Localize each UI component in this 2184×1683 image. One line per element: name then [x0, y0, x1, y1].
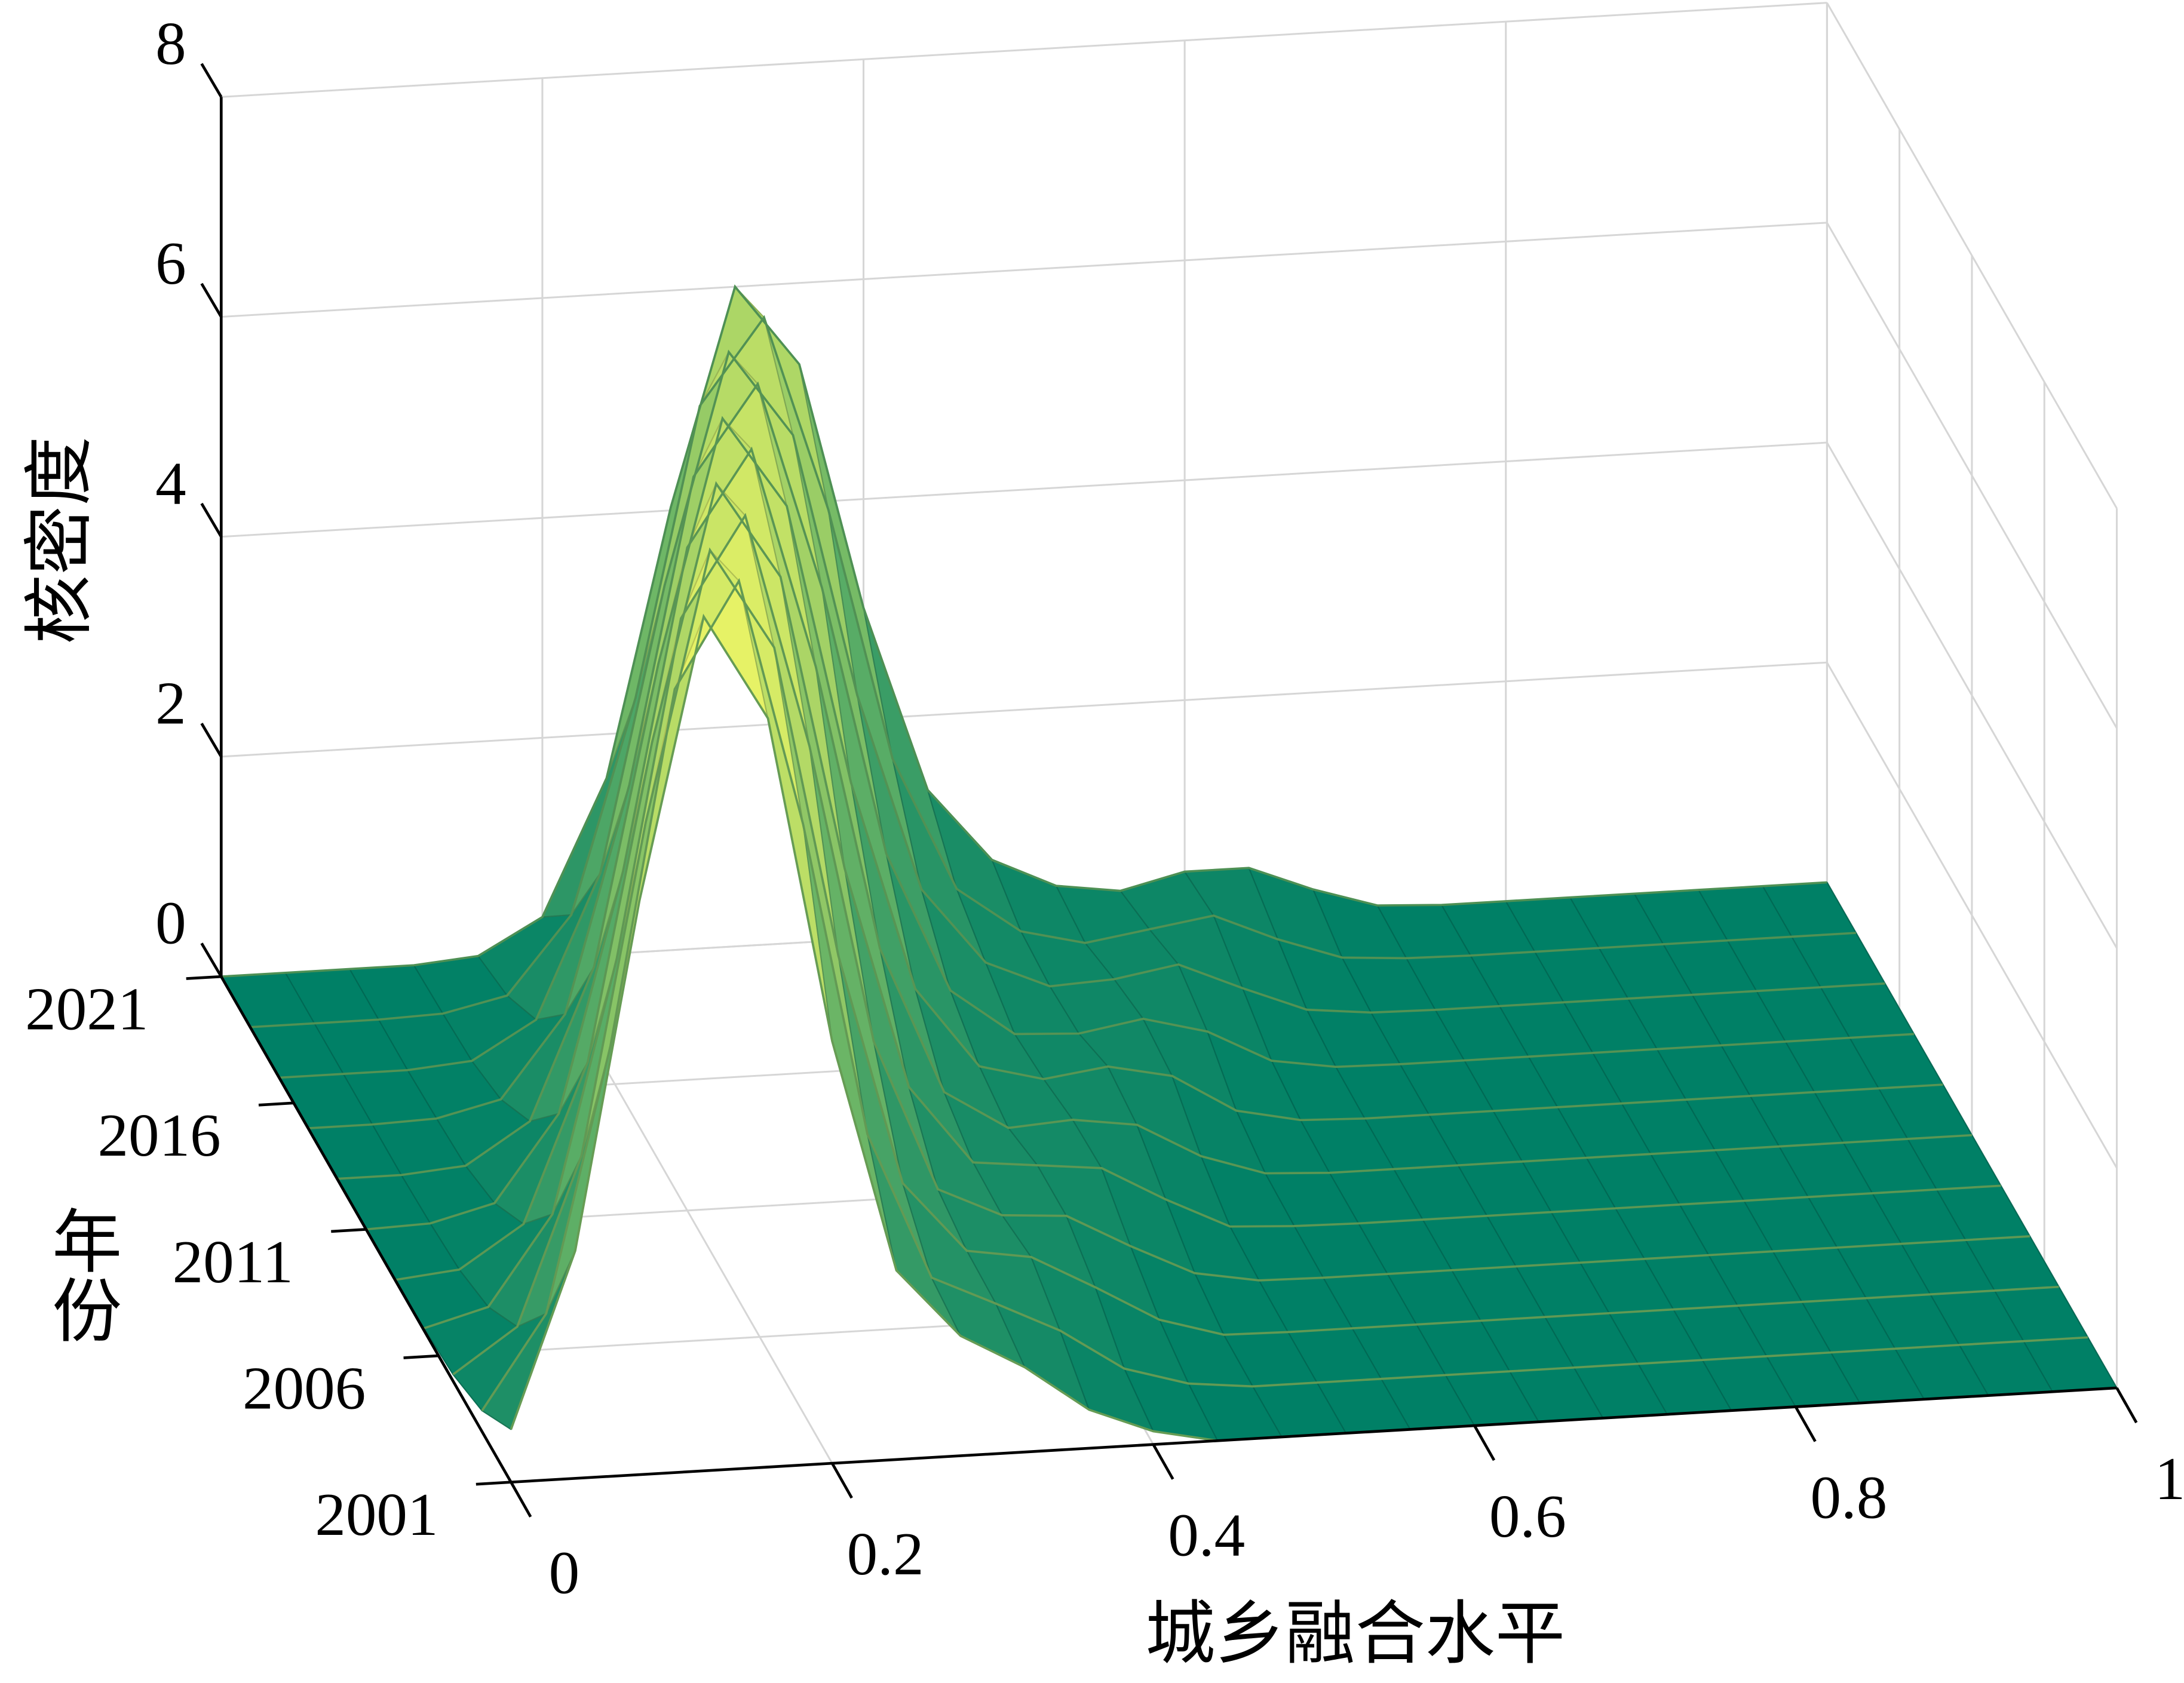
y-tick	[258, 1101, 294, 1107]
density-curve	[337, 416, 1943, 1180]
y-axis-line	[220, 975, 513, 1483]
density-curve	[452, 547, 2059, 1375]
z-tick	[200, 282, 223, 318]
y-tick	[476, 1481, 511, 1486]
grid-line	[221, 222, 1827, 318]
x-tick-label: 0	[549, 1540, 580, 1607]
x-tick	[1794, 1406, 1817, 1442]
y-tick-label: 2001	[315, 1482, 438, 1549]
density-curve	[250, 315, 1857, 1028]
x-axis-title: 城乡融合水平	[1145, 1596, 1565, 1673]
x-tick-label: 0.2	[847, 1521, 924, 1587]
y-tick	[186, 975, 222, 980]
x-tick	[1152, 1444, 1174, 1480]
density-curve	[366, 446, 1973, 1231]
x-tick-label: 0.6	[1489, 1483, 1566, 1550]
z-tick	[200, 502, 223, 538]
y-tick-label: 2011	[173, 1229, 293, 1295]
z-tick	[200, 942, 223, 978]
y-axis-title: 年份	[41, 1205, 120, 1344]
x-tick-label: 1	[2155, 1445, 2184, 1512]
surface	[220, 284, 2118, 1442]
density-curve	[424, 512, 2030, 1329]
z-tick	[200, 723, 223, 758]
z-tick-label: 0	[155, 890, 186, 957]
y-tick	[331, 1228, 366, 1233]
grid-line	[221, 2, 1827, 98]
z-tick-label: 8	[155, 10, 186, 77]
y-tick-label: 2006	[243, 1355, 366, 1422]
density-curve	[279, 349, 1885, 1079]
z-tick	[200, 63, 223, 98]
density-curve	[308, 381, 1915, 1129]
x-tick-label: 0.4	[1168, 1502, 1245, 1569]
grid-line	[1826, 2, 2118, 509]
grid-line	[1826, 442, 2118, 949]
z-tick-label: 6	[155, 231, 186, 297]
density-curve	[221, 284, 1827, 978]
x-axis-line	[511, 1386, 2117, 1484]
x-tick	[510, 1481, 532, 1518]
z-tick-label: 2	[155, 670, 186, 737]
grid-line	[1826, 662, 2118, 1169]
x-tick-label: 0.8	[1810, 1464, 1887, 1531]
x-tick	[830, 1463, 853, 1499]
grid-line	[1826, 222, 2118, 729]
density-curve	[395, 481, 2001, 1281]
y-tick	[403, 1354, 439, 1359]
z-tick-label: 4	[155, 450, 186, 517]
density-curve	[481, 578, 2088, 1412]
grid-line	[221, 441, 1827, 538]
x-tick	[2115, 1387, 2138, 1424]
y-tick-label: 2021	[25, 976, 148, 1043]
z-axis-title: 核密度	[22, 437, 99, 644]
grid-line	[221, 661, 1827, 758]
x-tick	[1473, 1424, 1496, 1461]
y-tick-label: 2016	[97, 1102, 220, 1169]
